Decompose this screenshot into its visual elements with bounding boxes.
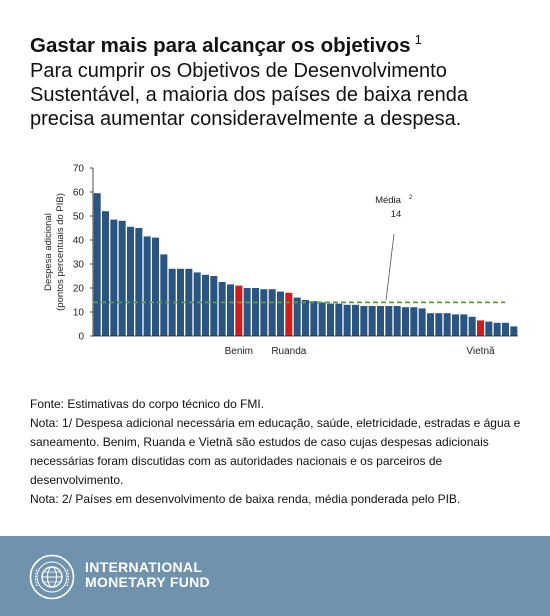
bar [185, 268, 193, 336]
bar [210, 276, 218, 336]
page-subtitle: Para cumprir os Objetivos de Desenvolvim… [30, 60, 469, 130]
bar [510, 326, 518, 336]
page-title: Gastar mais para alcançar os objetivos 1 [30, 32, 530, 58]
bar [268, 289, 276, 336]
average-leader-line [385, 233, 395, 301]
bar [293, 297, 301, 336]
bar [218, 282, 226, 336]
y-tick-label: 70 [73, 164, 85, 175]
bar [376, 306, 385, 336]
notes-section: Fonte: Estimativas do corpo técnico do F… [30, 395, 525, 509]
bar [426, 313, 435, 336]
y-tick-label: 20 [73, 284, 85, 295]
y-axis-label-unit: (pontos percentuais do PIB) [55, 193, 66, 311]
org-name-line2: MONETARY FUND [85, 574, 210, 590]
bar [493, 322, 501, 336]
bar [335, 303, 343, 336]
org-name-line1: INTERNATIONAL [85, 559, 203, 575]
bar [301, 300, 310, 336]
bar-highlight [476, 320, 485, 336]
bar [126, 226, 135, 336]
bar [201, 274, 210, 336]
y-axis-label: Despesa adicional [43, 213, 54, 291]
bar [226, 284, 235, 336]
bar [501, 322, 510, 336]
bar [168, 268, 176, 336]
category-label: Ruanda [271, 346, 306, 357]
title-text: Gastar mais para alcançar os objetivos [30, 34, 411, 57]
bar [176, 268, 185, 336]
bar [368, 306, 376, 336]
bar [110, 219, 118, 336]
y-tick-label: 50 [73, 212, 85, 223]
bar [101, 211, 110, 336]
y-tick-label: 30 [73, 260, 85, 271]
bar [451, 314, 460, 336]
footer-bar: INTERNATIONAL MONETARY FUND [0, 536, 550, 616]
bar [118, 220, 126, 336]
bar [143, 236, 151, 336]
bar [160, 254, 168, 336]
bar [251, 288, 260, 336]
y-tick-label: 0 [78, 332, 84, 343]
bar [485, 321, 493, 336]
imf-seal-icon [29, 554, 75, 600]
bar [393, 306, 401, 336]
title-footnote-marker: 1 [414, 32, 422, 47]
bar [151, 237, 160, 336]
bar [318, 302, 326, 336]
bar [360, 306, 368, 336]
average-value-label: 14 [391, 209, 402, 220]
org-name: INTERNATIONAL MONETARY FUND [85, 560, 210, 590]
bar [435, 313, 443, 336]
footnote-1: Nota: 1/ Despesa adicional necessária em… [30, 416, 521, 487]
bar [385, 306, 393, 336]
bar [243, 288, 251, 336]
bar [326, 303, 335, 336]
bar-chart: 0 10 20 30 40 50 60 70 Despesa adicional (pontos … [43, 164, 518, 357]
bar [276, 291, 285, 336]
bar [193, 272, 201, 336]
bar [310, 301, 318, 336]
y-tick-label: 40 [73, 236, 85, 247]
bar [351, 304, 360, 336]
bar [135, 228, 143, 336]
bar-highlight [235, 285, 243, 336]
y-tick-label: 10 [73, 308, 85, 319]
bar [418, 308, 426, 336]
bar [93, 193, 101, 336]
bar [460, 314, 468, 336]
source-note: Fonte: Estimativas do corpo técnico do F… [30, 397, 265, 411]
bar [468, 316, 476, 336]
bar [343, 304, 351, 336]
average-label: Média [375, 195, 402, 206]
category-label: Vietnã [466, 346, 495, 357]
bar [260, 289, 268, 336]
bar-highlight [285, 292, 293, 336]
category-label: Benim [225, 346, 253, 357]
bar [410, 307, 418, 336]
average-label-footnote: 2 [409, 194, 413, 201]
bar [443, 313, 451, 336]
y-tick-label: 60 [73, 188, 85, 199]
footnote-2: Nota: 2/ Países em desenvolvimento de ba… [30, 492, 461, 506]
bar [401, 307, 410, 336]
